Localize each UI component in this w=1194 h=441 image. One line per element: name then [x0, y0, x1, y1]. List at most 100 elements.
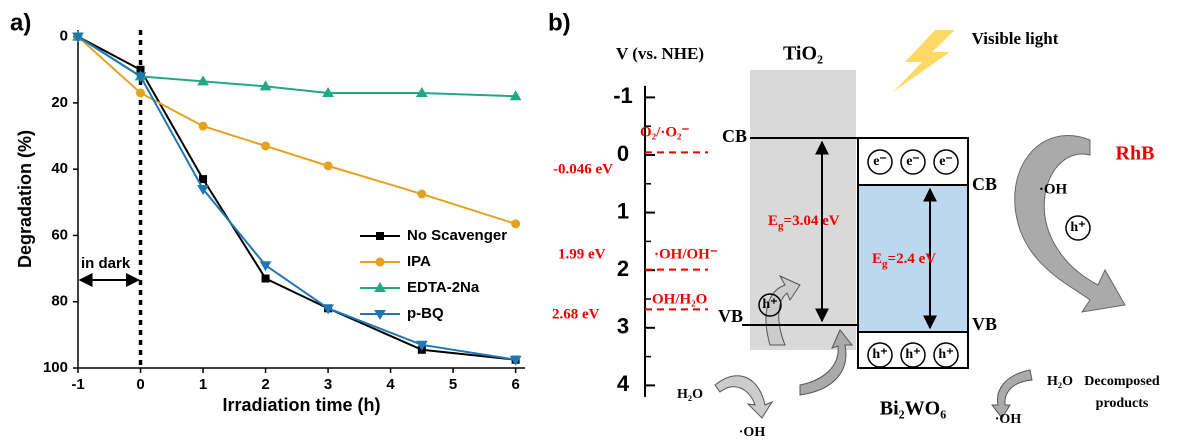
- gap-symbol: E: [768, 213, 778, 229]
- hole-circle: [867, 342, 893, 368]
- y-tick-label: 0: [60, 28, 68, 45]
- hole-circle: [933, 342, 959, 368]
- gap-value: =2.4 eV: [888, 251, 937, 267]
- potential-tick-label: -1: [613, 83, 633, 108]
- legend-marker: [374, 310, 386, 320]
- light-bolt: [893, 30, 955, 92]
- annotation: in dark: [81, 255, 131, 272]
- legend-marker: [375, 257, 385, 267]
- point: [323, 161, 333, 171]
- x-tick-label: 6: [511, 376, 519, 393]
- gap-symbol: E: [872, 251, 882, 267]
- x-tick-label: 1: [199, 376, 207, 393]
- point: [509, 355, 522, 366]
- potential-label: -0.046 eV: [553, 161, 613, 177]
- product: Decomposed: [1084, 374, 1160, 389]
- tio2-band: [750, 70, 856, 350]
- legend-label: EDTA-2Na: [407, 279, 480, 296]
- point: [415, 86, 428, 97]
- band-gap: Eg=3.04 eV: [768, 213, 840, 231]
- band-gap: Eg=2.4 eV: [872, 251, 936, 269]
- hole-circle: [900, 342, 926, 368]
- point: [511, 219, 521, 229]
- y-tick-label: 80: [51, 293, 68, 310]
- hole: h⁺: [872, 347, 887, 362]
- legend-marker: [374, 282, 386, 292]
- x-tick-label: 3: [324, 376, 332, 393]
- x-tick-label: 5: [449, 376, 457, 393]
- point: [197, 185, 209, 196]
- bi2wo6-cb-label: CB: [972, 174, 997, 194]
- redox-couple: ·OH/OH⁻: [654, 246, 718, 262]
- x-tick-label: 2: [261, 376, 269, 393]
- point: [199, 175, 208, 184]
- y-tick-label: 20: [51, 94, 68, 111]
- tio2-arrow-curl: [799, 329, 854, 396]
- series-line: [77, 35, 516, 361]
- tio2-name: TiO₂: [783, 43, 823, 65]
- rhb-hole: h⁺: [1070, 220, 1085, 235]
- point: [134, 72, 147, 83]
- series-line: [77, 35, 516, 361]
- electron-circle: [933, 149, 959, 175]
- electron: e⁻: [873, 154, 887, 169]
- hole: h⁺: [938, 347, 953, 362]
- x-tick-label: 0: [136, 376, 144, 393]
- tio2-hole: h⁺: [762, 297, 777, 312]
- legend-label: p-BQ: [407, 305, 444, 322]
- electron-circle: [867, 149, 893, 175]
- electron: e⁻: [939, 154, 953, 169]
- gap-value: =3.04 eV: [784, 213, 840, 229]
- bi2wo6-name: Bi₂WO₆: [880, 398, 946, 420]
- legend-label: IPA: [407, 253, 431, 270]
- point: [415, 340, 428, 351]
- legend-marker: [376, 232, 384, 240]
- potential-label: 2.68 eV: [552, 306, 600, 322]
- point: [261, 274, 270, 283]
- y-axis-title: Degradation (%): [15, 130, 35, 268]
- point: [261, 141, 271, 151]
- bi2wo6-band: [858, 185, 968, 332]
- point: [509, 90, 522, 101]
- point: [322, 304, 334, 315]
- electron: e⁻: [906, 154, 920, 169]
- bi2wo6-arrow: [990, 369, 1033, 419]
- reactant: H₂O: [1047, 374, 1073, 389]
- radical: ·OH: [739, 425, 766, 440]
- potential-tick-label: 4: [617, 371, 630, 396]
- y-tick-label: 60: [51, 226, 68, 243]
- axis-title: V (vs. NHE): [616, 44, 704, 63]
- reactant: H₂O: [677, 387, 703, 402]
- y-tick-label: 40: [51, 160, 68, 177]
- gap-subscript: g: [778, 220, 784, 232]
- legend-label: No Scavenger: [407, 227, 507, 244]
- potential-tick-label: 1: [617, 198, 629, 223]
- point: [322, 86, 334, 97]
- hole: h⁺: [905, 347, 920, 362]
- electron-circle: [900, 149, 926, 175]
- tio2-arrow-down: [714, 375, 774, 419]
- x-tick-label: -1: [71, 376, 84, 393]
- point: [197, 75, 209, 86]
- y-tick-label: 100: [43, 359, 68, 376]
- potential-tick-label: 3: [617, 314, 629, 339]
- product: products: [1096, 396, 1149, 411]
- potential-tick-label: 0: [617, 141, 629, 166]
- hole-circle: [1065, 215, 1091, 241]
- gap-subscript: g: [882, 258, 888, 270]
- point: [136, 88, 146, 98]
- point: [259, 80, 272, 91]
- rhb-radical: ·OH: [1039, 181, 1068, 197]
- potential-tick-label: 2: [617, 256, 629, 281]
- redox-couple: O₂/·O₂⁻: [640, 124, 689, 140]
- bi2wo6-box: [857, 137, 969, 369]
- rhb-arrow: [1014, 135, 1126, 313]
- potential-label: 1.99 eV: [558, 246, 606, 262]
- x-tick-label: 4: [386, 376, 395, 393]
- point: [417, 189, 427, 199]
- redox-couple: OH/H₂O: [652, 291, 707, 307]
- tio2-vb-label: VB: [718, 306, 743, 326]
- point: [72, 32, 84, 43]
- light-label: Visible light: [972, 29, 1059, 48]
- tio2-cb-label: CB: [722, 126, 747, 146]
